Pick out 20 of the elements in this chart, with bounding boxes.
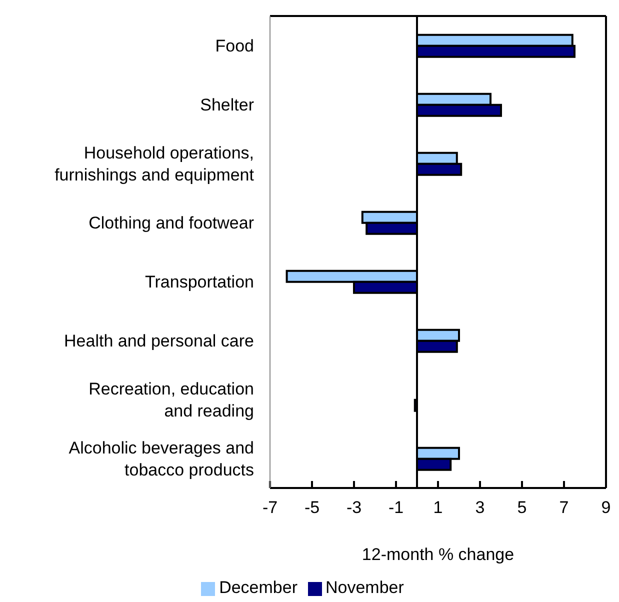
y-tick-label: Food (215, 36, 254, 56)
x-tick-label: 3 (475, 498, 485, 518)
x-tick-label: 9 (601, 498, 611, 518)
x-tick-label: -7 (262, 498, 278, 518)
y-tick-label: Household operations, furnishings and equipment (54, 143, 254, 184)
x-tick-label: 7 (559, 498, 569, 518)
y-tick-label: Clothing and footwear (88, 213, 254, 232)
x-tick-label: 1 (433, 498, 443, 518)
y-tick-label: Transportation (145, 272, 254, 292)
x-tick-label: -1 (388, 498, 404, 518)
x-axis-title: 12-month % change (362, 545, 514, 564)
x-tick-label: -5 (304, 498, 320, 518)
y-tick-label: Shelter (200, 95, 254, 114)
y-tick-label: Health and personal care (64, 331, 254, 350)
y-tick-label: Recreation, education and reading (88, 379, 254, 420)
x-tick-label: -3 (346, 498, 362, 518)
x-tick-label: 5 (517, 498, 527, 518)
legend-label: December (219, 578, 298, 597)
legend-label: November (326, 578, 404, 597)
y-tick-label: Alcoholic beverages and tobacco products (68, 438, 254, 480)
